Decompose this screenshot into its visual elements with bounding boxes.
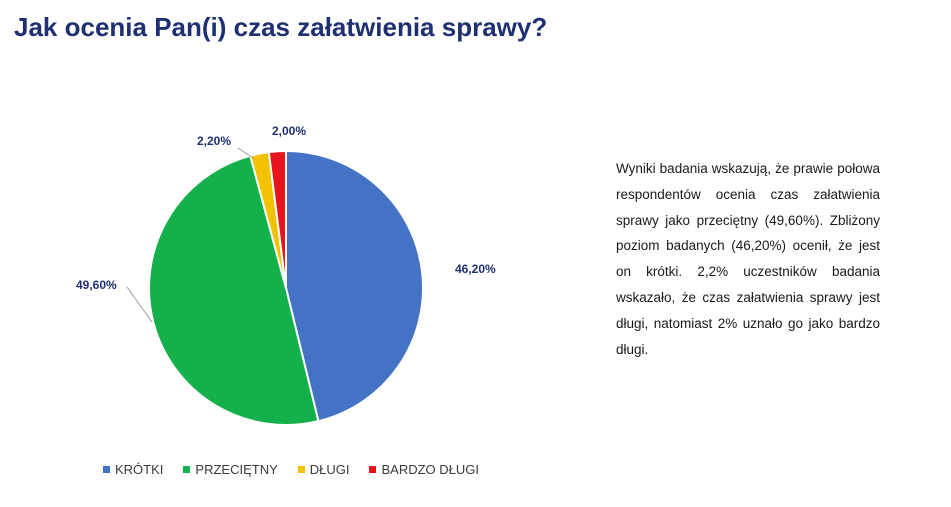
pie-chart: 46,20% 49,60% 2,20% 2,00% xyxy=(76,124,496,426)
chart-legend: KRÓTKI PRZECIĘTNY DŁUGI BARDZO DŁUGI xyxy=(103,462,479,477)
legend-item-bardzo-dlugi: BARDZO DŁUGI xyxy=(369,462,479,477)
data-label-bardzo-dlugi: 2,00% xyxy=(272,124,307,138)
leader-line-dlugi xyxy=(237,147,254,159)
legend-swatch-przecietny xyxy=(183,466,191,473)
legend-label-krotki: KRÓTKI xyxy=(115,462,164,477)
legend-label-dlugi: DŁUGI xyxy=(309,462,350,477)
legend-item-przecietny: PRZECIĘTNY xyxy=(183,462,278,477)
legend-label-przecietny: PRZECIĘTNY xyxy=(195,462,278,477)
legend-item-krotki: KRÓTKI xyxy=(103,462,163,477)
data-label-przecietny: 49,60% xyxy=(76,278,117,292)
legend-swatch-krotki xyxy=(103,466,110,473)
data-label-krotki: 46,20% xyxy=(455,262,496,276)
data-label-dlugi: 2,20% xyxy=(197,134,232,148)
legend-label-bardzo-dlugi: BARDZO DŁUGI xyxy=(381,462,479,477)
pie-slice-przecietny xyxy=(148,154,320,426)
slide-title: Jak ocenia Pan(i) czas załatwienia spraw… xyxy=(14,12,548,42)
pie-slice-bardzo-dlugi xyxy=(267,149,287,289)
description-text: Wyniki badania wskazują, że prawie połow… xyxy=(616,161,880,357)
legend-item-dlugi: DŁUGI xyxy=(297,462,350,477)
leader-line-przecietny xyxy=(126,286,153,323)
legend-swatch-bardzo-dlugi xyxy=(369,466,377,473)
pie-svg xyxy=(126,147,424,426)
pie-slice-krotki xyxy=(285,149,424,423)
legend-swatch-dlugi xyxy=(297,466,305,473)
